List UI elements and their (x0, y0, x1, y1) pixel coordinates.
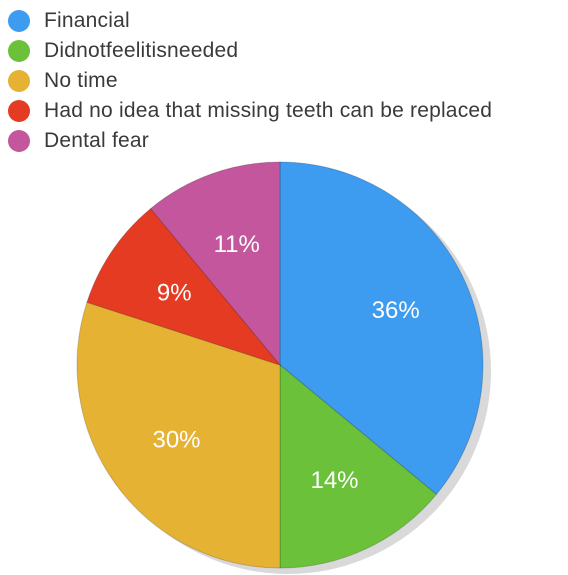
slice-data-label: 9% (157, 280, 192, 307)
legend-item: No time (8, 66, 492, 96)
pie-slice (279, 161, 484, 496)
legend-label: Didnotfeelitisneeded (44, 39, 239, 62)
legend-label: Had no idea that missing teeth can be re… (44, 99, 493, 122)
pie-slice (279, 363, 438, 569)
legend-swatch (8, 10, 30, 32)
pie-slice (86, 207, 282, 367)
legend-swatch (8, 130, 30, 152)
legend-label: Financial (44, 9, 130, 32)
pie-slice (76, 301, 281, 569)
slice-data-label: 14% (310, 467, 358, 494)
legend-item: Had no idea that missing teeth can be re… (8, 96, 492, 126)
legend-swatch (8, 70, 30, 92)
legend-item: Dental fear (8, 126, 492, 156)
slice-data-label: 11% (214, 231, 260, 258)
slice-data-label: 30% (152, 427, 200, 454)
legend-item: Didnotfeelitisneeded (8, 36, 492, 66)
legend-label: No time (44, 69, 118, 92)
legend-swatch (8, 100, 30, 122)
slice-data-label: 36% (372, 297, 420, 324)
chart-legend: Financial Didnotfeelitisneeded No time Had … (8, 6, 492, 156)
legend-item: Financial (8, 6, 492, 36)
legend-label: Dental fear (44, 129, 149, 152)
pie-slice (149, 161, 281, 367)
legend-swatch (8, 40, 30, 62)
